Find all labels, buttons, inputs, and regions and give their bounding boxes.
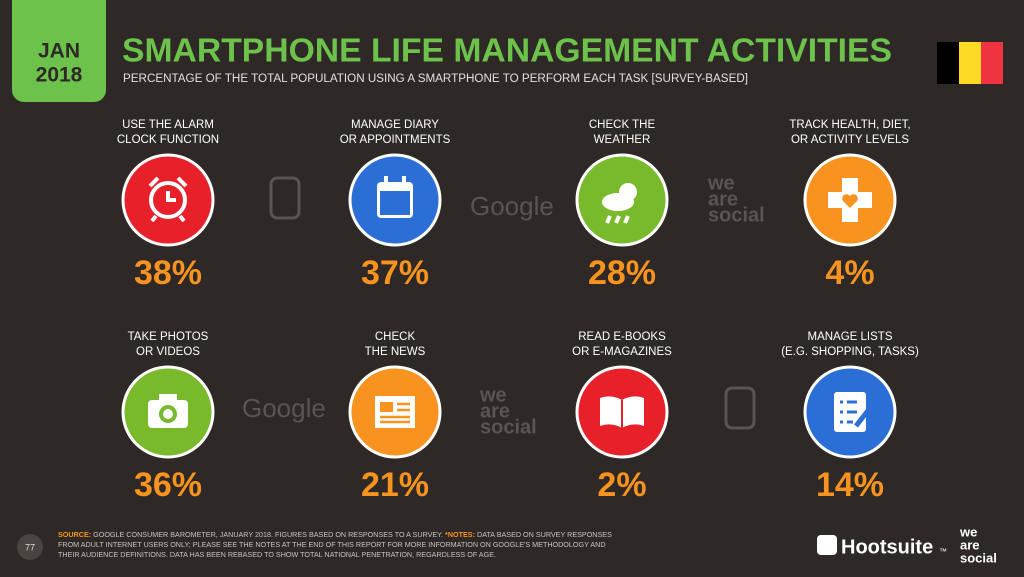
tile-value: 2%: [597, 466, 646, 504]
tile-icon: [600, 396, 644, 428]
source-head: SOURCE:: [58, 530, 92, 539]
tile-icon: [828, 178, 872, 222]
tile-value: 21%: [361, 466, 429, 504]
watermark-google: Google: [470, 191, 554, 221]
flag-yellow: [959, 42, 981, 84]
badge-month: JAN: [38, 40, 80, 63]
owl-logo: [817, 535, 837, 555]
tile-value: 36%: [134, 466, 202, 504]
flag-black: [937, 42, 959, 84]
date-badge: [12, 0, 106, 102]
tile-label: MANAGE DIARY: [351, 119, 439, 131]
watermark-wearesocial: we: [707, 172, 735, 194]
partner-line: we: [959, 524, 977, 539]
tile-label: MANAGE LISTS: [808, 331, 893, 343]
tile-icon: [834, 392, 872, 432]
tile-label: (E.G. SHOPPING, TASKS): [781, 346, 919, 358]
tile-label: OR ACTIVITY LEVELS: [791, 134, 909, 146]
watermark-wearesocial: are: [708, 188, 738, 210]
brand-tm: ™: [939, 547, 947, 556]
watermark-wearesocial: we: [479, 384, 507, 406]
partner-line: social: [960, 550, 997, 565]
flag-red: [981, 42, 1003, 84]
subtitle: PERCENTAGE OF THE TOTAL POPULATION USING…: [123, 73, 748, 85]
tile-value: 28%: [588, 254, 656, 292]
tile-value: 38%: [134, 254, 202, 292]
tile-icon: [377, 176, 413, 218]
tile-label: CHECK THE: [589, 119, 656, 131]
brand: Hootsuite: [841, 536, 933, 558]
watermark-wearesocial: social: [708, 204, 765, 226]
source-note: SOURCE: GOOGLE CONSUMER BAROMETER, JANUA…: [58, 530, 618, 560]
partner-line: are: [960, 537, 980, 552]
tile-label: READ E-BOOKS: [578, 331, 666, 343]
watermark-owl: [269, 176, 301, 220]
title: SMARTPHONE LIFE MANAGEMENT ACTIVITIES: [122, 32, 892, 69]
date-badge-top: [12, 0, 106, 20]
tile-label: THE NEWS: [365, 346, 426, 358]
tile-value: 4%: [825, 254, 874, 292]
watermark-owl: [724, 386, 756, 430]
tile-icon: [602, 183, 637, 224]
tile-label: WEATHER: [594, 134, 651, 146]
tile-label: CLOCK FUNCTION: [117, 134, 219, 146]
tile-icon: [375, 396, 415, 428]
tile-value: 37%: [361, 254, 429, 292]
tile-label: USE THE ALARM: [122, 119, 214, 131]
page-circle: [17, 534, 43, 560]
tile-label: TAKE PHOTOS: [128, 331, 209, 343]
tile-icon: [148, 394, 188, 428]
tile-icon: [148, 176, 188, 223]
tile-label: TRACK HEALTH, DIET,: [789, 119, 910, 131]
tile-label: OR APPOINTMENTS: [340, 134, 451, 146]
notes-text: DATA BASED ON SURVEY RESPONSES FROM ADUL…: [58, 530, 612, 559]
badge-year: 2018: [36, 64, 83, 87]
watermark-google: Google: [242, 393, 326, 423]
watermark-wearesocial: social: [480, 416, 537, 438]
watermark-wearesocial: are: [480, 400, 510, 422]
tile-label: CHECK: [375, 331, 416, 343]
notes-head: *NOTES:: [445, 530, 475, 539]
tile-value: 14%: [816, 466, 884, 504]
tile-label: OR VIDEOS: [136, 346, 200, 358]
tile-label: OR E-MAGAZINES: [572, 346, 672, 358]
source-text: GOOGLE CONSUMER BAROMETER, JANUARY 2018.…: [91, 530, 446, 539]
page-number: 77: [25, 542, 35, 552]
